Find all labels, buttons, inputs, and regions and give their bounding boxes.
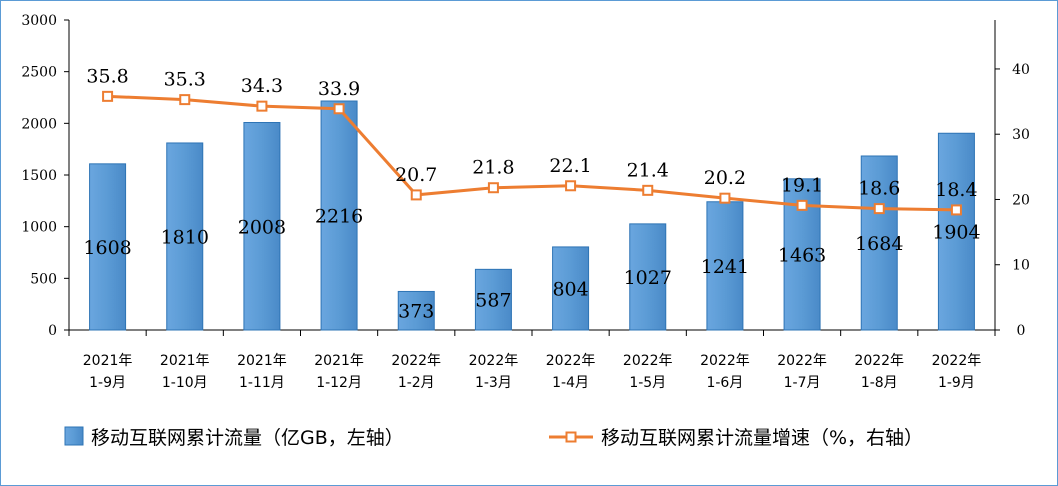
right-tick-label: 10 — [1012, 258, 1030, 274]
bar — [243, 122, 281, 331]
line-value-label: 18.6 — [858, 178, 900, 200]
left-tick-label: 0 — [48, 323, 57, 339]
bar — [937, 132, 975, 331]
bar-value-label: 1684 — [855, 233, 903, 255]
bar-value-label: 2008 — [238, 216, 286, 238]
x-tick-label-year: 2021年 — [83, 353, 133, 369]
x-tick-label-period: 1-2月 — [398, 375, 435, 391]
line-value-label: 20.7 — [395, 164, 437, 186]
line-value-label: 18.4 — [935, 179, 977, 201]
line-point — [256, 100, 268, 112]
bar-value-label: 587 — [475, 290, 511, 312]
bar — [474, 268, 512, 331]
bar-value-label: 1241 — [701, 256, 749, 278]
x-tick-label-period: 1-6月 — [706, 375, 743, 391]
bar — [89, 163, 127, 331]
bar-value-label: 1904 — [932, 222, 980, 244]
x-tick-label-period: 1-3月 — [475, 375, 512, 391]
x-tick-label-period: 1-9月 — [89, 375, 126, 391]
left-tick-label: 1000 — [21, 220, 57, 236]
line-value-label: 20.2 — [704, 167, 746, 189]
legend-line-label: 移动互联网累计流量增速（%，右轴） — [601, 427, 923, 449]
legend: 移动互联网累计流量（亿GB，左轴） 移动互联网累计流量增速（%，右轴） — [64, 426, 923, 449]
bar-value-label: 1810 — [161, 226, 209, 248]
line-point — [333, 103, 345, 115]
line-point — [410, 189, 422, 201]
x-tick-label-year: 2022年 — [700, 353, 750, 369]
line-value-label: 21.8 — [472, 157, 514, 179]
left-tick-label: 2000 — [21, 116, 57, 132]
bar-value-label: 1027 — [624, 267, 672, 289]
bar — [166, 142, 204, 331]
x-tick-label-period: 1-4月 — [552, 375, 589, 391]
line-point — [873, 203, 885, 215]
bar — [629, 223, 667, 331]
left-tick-label: 1500 — [21, 168, 57, 184]
labels-group: 1608 1810 2008 2216 373 587 804 1027 1241 1463 168… — [83, 65, 980, 322]
line-point — [565, 180, 577, 192]
bar-value-label: 1463 — [778, 244, 826, 266]
right-tick-label: 30 — [1012, 127, 1030, 143]
line-value-label: 35.3 — [164, 69, 206, 91]
line-point — [642, 184, 654, 196]
line-group — [102, 90, 962, 216]
left-tick-label: 3000 — [21, 13, 57, 29]
bars-group — [89, 100, 975, 331]
x-tick-label-year: 2021年 — [314, 353, 364, 369]
line-value-label: 21.4 — [627, 159, 669, 181]
right-tick-label: 20 — [1012, 192, 1030, 208]
line-point — [102, 90, 114, 102]
x-tick-label-year: 2022年 — [546, 353, 596, 369]
line-value-label: 22.1 — [549, 155, 591, 177]
bar — [860, 155, 898, 331]
right-tick-label: 0 — [1017, 323, 1026, 339]
x-tick-label-year: 2021年 — [237, 353, 287, 369]
x-tick-label-year: 2022年 — [854, 353, 904, 369]
x-tick-label-year: 2022年 — [469, 353, 519, 369]
line-point — [179, 94, 191, 106]
bar — [320, 100, 358, 331]
left-tick-label: 2500 — [21, 65, 57, 81]
line-value-label: 35.8 — [86, 65, 128, 87]
line-value-label: 33.9 — [318, 78, 360, 100]
x-tick-label-period: 1-8月 — [861, 375, 898, 391]
axes-group: 0 500 1000 1500 2000 2500 3000 0 10 20 30 40 2021年 1-… — [21, 13, 1030, 391]
x-tick-label-year: 2021年 — [160, 353, 210, 369]
left-tick-label: 500 — [30, 271, 57, 287]
x-tick-label-period: 1-11月 — [239, 375, 285, 391]
right-tick-label: 40 — [1012, 62, 1030, 78]
bar — [397, 290, 435, 331]
legend-bar-swatch — [64, 426, 84, 446]
bar-value-label: 804 — [552, 278, 588, 300]
x-tick-label-period: 1-5月 — [629, 375, 666, 391]
bar-value-label: 1608 — [83, 237, 131, 259]
x-tick-label-year: 2022年 — [623, 353, 673, 369]
x-tick-label-year: 2022年 — [391, 353, 441, 369]
x-tick-label-year: 2022年 — [777, 353, 827, 369]
growth-rate-line — [107, 94, 957, 212]
x-tick-label-year: 2022年 — [932, 353, 982, 369]
line-point — [796, 199, 808, 211]
line-point — [950, 204, 962, 216]
bar — [552, 246, 590, 331]
bar-value-label: 2216 — [315, 206, 363, 228]
legend-bar-label: 移动互联网累计流量（亿GB，左轴） — [91, 427, 404, 449]
legend-line-marker — [565, 431, 577, 443]
line-point — [719, 192, 731, 204]
bar-value-label: 373 — [398, 301, 434, 323]
line-value-label: 34.3 — [241, 75, 283, 97]
x-tick-label-period: 1-7月 — [784, 375, 821, 391]
line-point — [487, 182, 499, 194]
x-tick-label-period: 1-9月 — [938, 375, 975, 391]
line-value-label: 19.1 — [781, 174, 823, 196]
x-tick-label-period: 1-10月 — [162, 375, 208, 391]
x-tick-label-period: 1-12月 — [316, 375, 362, 391]
bar — [706, 201, 744, 331]
